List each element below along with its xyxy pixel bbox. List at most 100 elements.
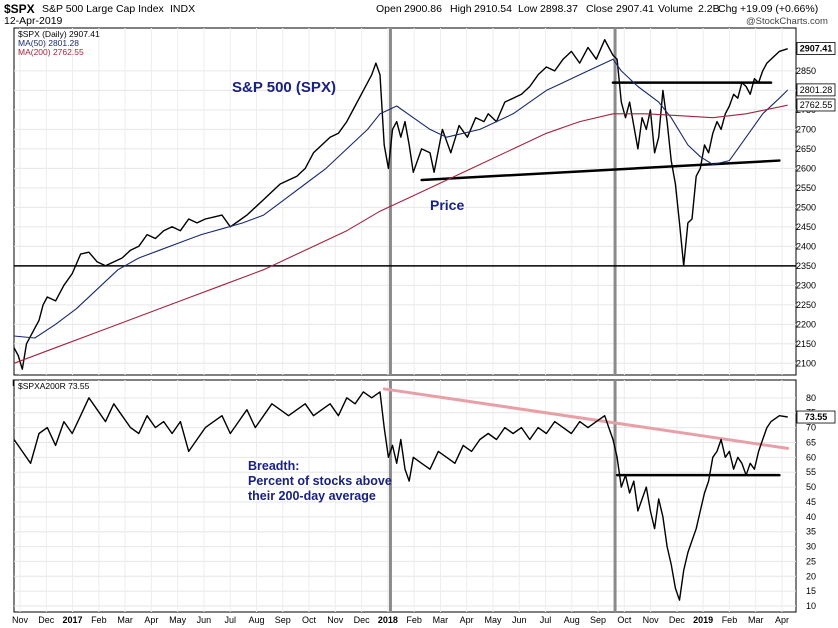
y-tick-label: 2400 bbox=[796, 241, 816, 251]
open-label: Open bbox=[376, 3, 402, 15]
panel-frame bbox=[13, 379, 797, 613]
legend-entry: MA(50) 2801.28 bbox=[18, 38, 79, 48]
y-tick-label: 70 bbox=[806, 423, 816, 433]
value-tag bbox=[796, 98, 836, 112]
x-tick-label: Sep bbox=[590, 615, 606, 625]
x-tick-label: Oct bbox=[617, 615, 632, 625]
index-name: S&P 500 Large Cap Index bbox=[42, 3, 164, 15]
legend-entry: $SPXA200R 73.55 bbox=[18, 381, 90, 391]
y-tick-label: 35 bbox=[806, 527, 816, 537]
watermark: @StockCharts.com bbox=[746, 16, 828, 27]
value-tag bbox=[796, 42, 836, 55]
y-tick-label: 2850 bbox=[796, 66, 816, 76]
symbol-label: $SPX bbox=[4, 2, 35, 16]
series-line bbox=[13, 391, 788, 601]
x-tick-label: Nov bbox=[12, 615, 29, 625]
open-value: 2900.86 bbox=[404, 3, 442, 15]
y-tick-label: 80 bbox=[806, 393, 816, 403]
y-tick-label: 2500 bbox=[796, 202, 816, 212]
y-tick-label: 2100 bbox=[796, 358, 816, 368]
x-tick-label: 2018 bbox=[378, 615, 398, 625]
value-tag-label: 73.55 bbox=[805, 412, 828, 422]
y-tick-label: 2700 bbox=[796, 124, 816, 134]
x-tick-label: Apr bbox=[460, 615, 474, 625]
y-tick-label: 2600 bbox=[796, 163, 816, 173]
x-tick-label: Sep bbox=[275, 615, 291, 625]
close-value: 2907.41 bbox=[616, 3, 654, 15]
y-tick-label: 30 bbox=[806, 542, 816, 552]
x-tick-label: Feb bbox=[722, 615, 738, 625]
series-line bbox=[13, 39, 788, 370]
x-tick-label: Nov bbox=[327, 615, 344, 625]
chg-value: +19.09 (+0.66%) bbox=[740, 3, 819, 15]
volume-label: Volume bbox=[658, 3, 694, 15]
annotation-price: Price bbox=[430, 197, 464, 213]
value-tag bbox=[796, 410, 836, 424]
x-tick-label: Feb bbox=[406, 615, 422, 625]
x-tick-label: Dec bbox=[669, 615, 686, 625]
x-tick-label: Aug bbox=[248, 615, 264, 625]
date-label: 12-Apr-2019 bbox=[4, 15, 63, 27]
x-tick-label: Mar bbox=[748, 615, 764, 625]
x-tick-label: May bbox=[169, 615, 187, 625]
volume-value: 2.2B bbox=[698, 3, 720, 15]
y-tick-label: 2250 bbox=[796, 300, 816, 310]
low-value: 2898.37 bbox=[540, 3, 578, 15]
annotation-breadth: Breadth: bbox=[248, 459, 299, 473]
x-tick-label: Jun bbox=[197, 615, 212, 625]
exchange-label: INDX bbox=[170, 3, 196, 15]
trendline bbox=[382, 387, 790, 450]
y-tick-label: 45 bbox=[806, 497, 816, 507]
value-tag bbox=[796, 83, 836, 97]
low-label: Low bbox=[518, 3, 538, 15]
value-tag-label: 2801.28 bbox=[800, 85, 833, 95]
x-tick-label: Feb bbox=[91, 615, 107, 625]
x-tick-label: May bbox=[484, 615, 502, 625]
y-tick-label: 2550 bbox=[796, 183, 816, 193]
y-tick-label: 2300 bbox=[796, 280, 816, 290]
close-label: Close bbox=[586, 3, 613, 15]
value-tag-label: 2762.55 bbox=[800, 100, 833, 110]
y-tick-label: 2450 bbox=[796, 222, 816, 232]
y-tick-label: 40 bbox=[806, 512, 816, 522]
y-tick-label: 20 bbox=[806, 571, 816, 581]
x-tick-label: Apr bbox=[775, 615, 789, 625]
legend-entry: $SPX (Daily) 2907.41 bbox=[18, 29, 100, 39]
y-tick-label: 60 bbox=[806, 452, 816, 462]
y-tick-label: 2350 bbox=[796, 261, 816, 271]
y-tick-label: 65 bbox=[806, 437, 816, 447]
y-tick-label: 2650 bbox=[796, 144, 816, 154]
annotation-breadth: Percent of stocks above bbox=[248, 474, 392, 488]
y-tick-label: 25 bbox=[806, 556, 816, 566]
x-tick-label: Jul bbox=[224, 615, 236, 625]
y-tick-label: 15 bbox=[806, 586, 816, 596]
series-line bbox=[13, 104, 788, 364]
high-value: 2910.54 bbox=[474, 3, 512, 15]
price-panel: 2100 2150 2200 2250 2300 2350 2400 2450 2500 2550… bbox=[12, 27, 836, 388]
chg-label: Chg bbox=[718, 3, 738, 15]
x-tick-label: Oct bbox=[302, 615, 317, 625]
x-tick-label: Jun bbox=[512, 615, 527, 625]
y-tick-label: 2150 bbox=[796, 339, 816, 349]
series-line bbox=[13, 58, 789, 339]
x-tick-label: Dec bbox=[38, 615, 55, 625]
y-tick-label: 55 bbox=[806, 467, 816, 477]
x-tick-label: Jul bbox=[540, 615, 552, 625]
x-tick-label: Apr bbox=[144, 615, 158, 625]
x-tick-label: Aug bbox=[564, 615, 580, 625]
y-tick-label: 50 bbox=[806, 482, 816, 492]
x-tick-label: Nov bbox=[643, 615, 660, 625]
x-tick-label: Mar bbox=[117, 615, 133, 625]
y-tick-label: 2200 bbox=[796, 319, 816, 329]
x-tick-label: 2019 bbox=[693, 615, 713, 625]
x-tick-label: Dec bbox=[354, 615, 371, 625]
legend-entry: MA(200) 2762.55 bbox=[18, 47, 84, 57]
annotation-breadth: their 200-day average bbox=[248, 489, 376, 503]
annotation-title: S&P 500 (SPX) bbox=[232, 79, 336, 96]
y-tick-label: 10 bbox=[806, 601, 816, 611]
value-tag-label: 2907.41 bbox=[800, 44, 833, 54]
panel-frame bbox=[13, 27, 797, 376]
x-tick-label: Mar bbox=[433, 615, 449, 625]
x-tick-label: 2017 bbox=[63, 615, 83, 625]
